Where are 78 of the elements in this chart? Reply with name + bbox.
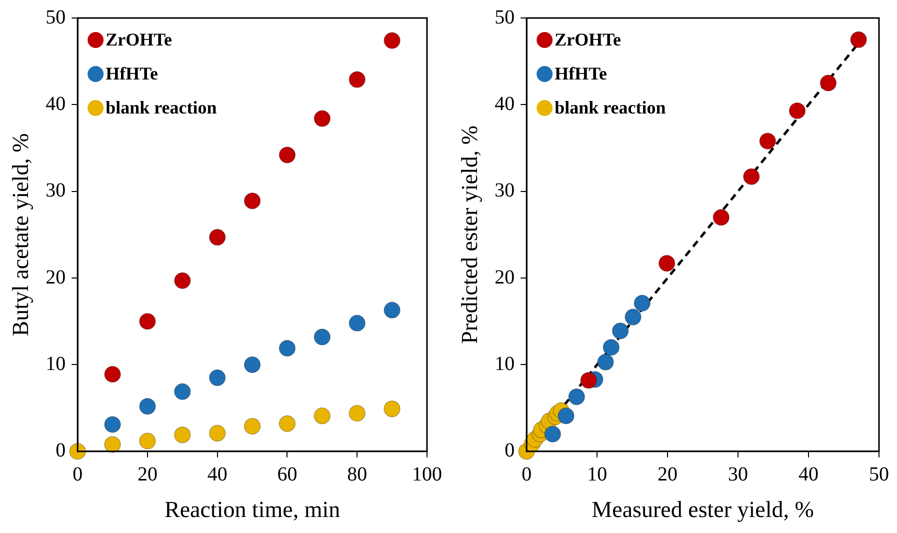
- point: [139, 398, 156, 415]
- y-tick-label: 40: [46, 92, 66, 115]
- point: [278, 340, 296, 357]
- y-tick-label: 40: [494, 92, 514, 115]
- point: [278, 146, 296, 164]
- y-tick-label: 10: [46, 352, 66, 375]
- y-tick-label: 30: [46, 180, 66, 202]
- y-tick-label: 10: [494, 352, 514, 375]
- point: [850, 31, 866, 48]
- x-tick-label: 20: [657, 464, 678, 486]
- point: [819, 74, 836, 92]
- point: [278, 415, 296, 432]
- x-tick-label: 50: [868, 464, 888, 486]
- point: [384, 302, 400, 318]
- point: [596, 354, 614, 370]
- y-tick-label: 0: [504, 440, 514, 462]
- legend-label: ZrOHTe: [554, 30, 620, 50]
- point: [244, 418, 261, 435]
- point: [624, 308, 641, 326]
- point: [174, 272, 191, 289]
- legend-label: ZrOHTe: [106, 30, 172, 50]
- point: [348, 71, 366, 88]
- point: [209, 229, 226, 246]
- y-axis-title: Butyl acetate yield, %: [8, 133, 33, 336]
- point: [348, 314, 366, 332]
- point: [633, 294, 650, 312]
- point: [712, 209, 729, 226]
- point: [742, 168, 760, 185]
- point: [348, 404, 366, 422]
- x-axis-title: Measured ester yield, %: [591, 497, 814, 522]
- point: [174, 383, 191, 400]
- point: [314, 110, 330, 127]
- point: [104, 416, 121, 433]
- legend-label: blank reaction: [554, 98, 666, 118]
- point: [244, 192, 261, 210]
- x-tick-label: 80: [347, 464, 368, 486]
- y-axis-title: Predicted ester yield, %: [456, 125, 482, 344]
- x-tick-label: 60: [277, 464, 298, 486]
- x-tick-label: 0: [521, 464, 532, 486]
- point: [788, 102, 806, 120]
- x-tick-label: 30: [728, 464, 748, 486]
- x-tick-label: 100: [412, 464, 442, 486]
- x-tick-label: 40: [207, 464, 228, 486]
- point: [384, 32, 400, 49]
- x-axis-title: Reaction time, min: [164, 497, 341, 522]
- point: [384, 400, 400, 418]
- point: [209, 424, 226, 442]
- x-tick-label: 10: [586, 464, 607, 486]
- y-tick-label: 30: [494, 180, 514, 202]
- y-tick-label: 20: [46, 266, 66, 288]
- point: [314, 408, 330, 424]
- legend-label: HfHTe: [106, 64, 158, 84]
- point: [602, 339, 619, 356]
- legend-label: blank reaction: [106, 98, 217, 118]
- legend-label: HfHTe: [554, 64, 606, 84]
- y-tick-label: 20: [494, 266, 514, 288]
- point: [244, 356, 261, 374]
- point: [69, 443, 86, 460]
- point: [658, 255, 675, 272]
- point: [209, 369, 226, 386]
- point: [580, 372, 596, 389]
- y-tick-label: 50: [46, 6, 66, 28]
- point: [174, 426, 191, 444]
- point: [314, 328, 330, 346]
- point: [139, 313, 156, 330]
- point: [544, 426, 560, 442]
- y-tick-label: 0: [56, 440, 66, 462]
- point: [612, 322, 628, 340]
- point: [568, 388, 584, 406]
- point: [139, 432, 156, 450]
- x-tick-label: 40: [798, 464, 818, 486]
- point: [104, 366, 121, 383]
- y-tick-label: 50: [494, 6, 514, 28]
- x-tick-label: 20: [137, 464, 158, 486]
- point: [758, 132, 776, 150]
- point: [104, 436, 121, 453]
- x-tick-label: 0: [72, 464, 83, 486]
- point: [557, 408, 574, 424]
